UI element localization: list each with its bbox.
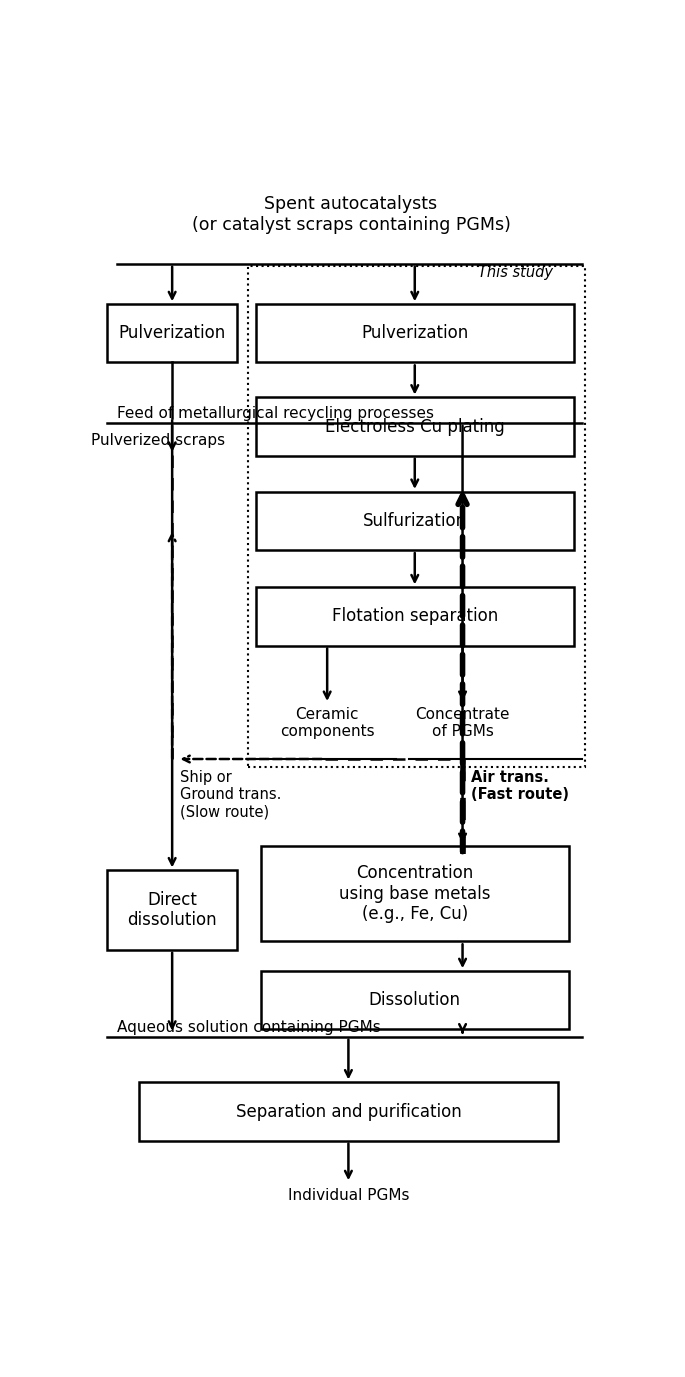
- Text: Ceramic
components: Ceramic components: [280, 706, 375, 739]
- Text: Pulverization: Pulverization: [361, 325, 469, 343]
- Text: Concentration
using base metals
(e.g., Fe, Cu): Concentration using base metals (e.g., F…: [339, 863, 490, 924]
- Bar: [256, 587, 574, 646]
- Text: Flotation separation: Flotation separation: [332, 607, 498, 625]
- Text: Dissolution: Dissolution: [369, 991, 461, 1009]
- Text: This study: This study: [478, 264, 553, 280]
- Text: Concentrate
of PGMs: Concentrate of PGMs: [415, 706, 510, 739]
- Text: Individual PGMs: Individual PGMs: [288, 1188, 409, 1203]
- Text: Aqueous solution containing PGMs: Aqueous solution containing PGMs: [118, 1020, 382, 1034]
- Bar: [138, 1082, 558, 1140]
- Text: Pulverized scraps: Pulverized scraps: [91, 434, 225, 449]
- Text: Pulverization: Pulverization: [119, 325, 225, 343]
- Bar: [256, 304, 574, 362]
- Text: Direct
dissolution: Direct dissolution: [127, 891, 216, 929]
- Bar: [261, 971, 569, 1030]
- Text: Spent autocatalysts
(or catalyst scraps containing PGMs): Spent autocatalysts (or catalyst scraps …: [192, 196, 510, 234]
- Bar: [261, 845, 569, 942]
- Bar: [107, 304, 237, 362]
- Text: Ship or
Ground trans.
(Slow route): Ship or Ground trans. (Slow route): [180, 770, 282, 819]
- Bar: [247, 266, 585, 767]
- Bar: [256, 398, 574, 456]
- Text: Feed of metallurgical recycling processes: Feed of metallurgical recycling processe…: [118, 406, 434, 421]
- Text: Sulfurization: Sulfurization: [362, 512, 467, 530]
- Text: Electroless Cu plating: Electroless Cu plating: [325, 417, 505, 435]
- Bar: [256, 492, 574, 551]
- Text: Air trans.
(Fast route): Air trans. (Fast route): [471, 770, 569, 801]
- Bar: [107, 870, 237, 950]
- Text: Separation and purification: Separation and purification: [236, 1103, 461, 1121]
